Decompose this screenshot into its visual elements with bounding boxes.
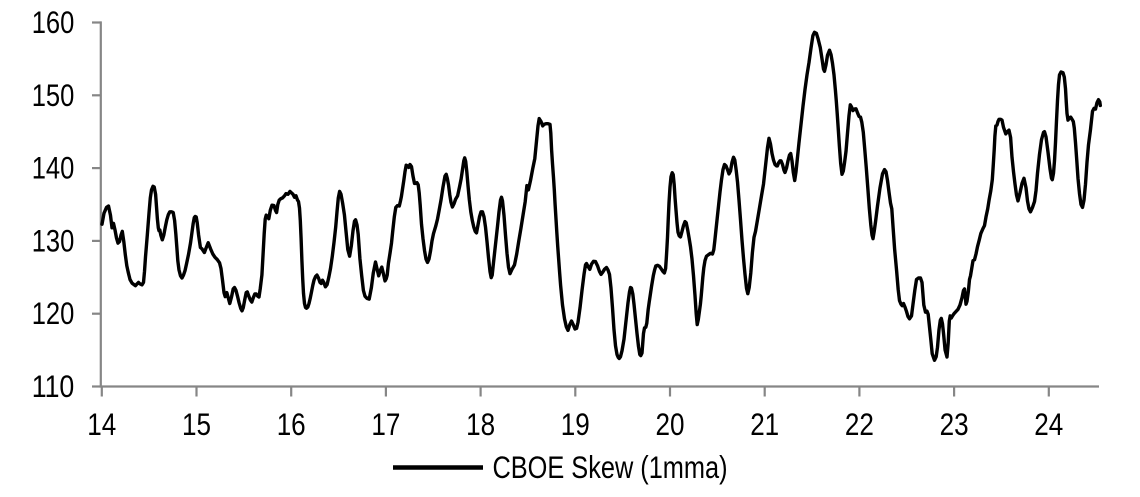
svg-text:17: 17: [371, 406, 400, 442]
svg-text:120: 120: [32, 295, 75, 331]
svg-text:19: 19: [561, 406, 590, 442]
svg-text:140: 140: [32, 150, 75, 186]
svg-text:22: 22: [845, 406, 874, 442]
svg-text:21: 21: [750, 406, 779, 442]
svg-text:23: 23: [940, 406, 969, 442]
svg-text:24: 24: [1034, 406, 1063, 442]
svg-text:15: 15: [182, 406, 211, 442]
svg-text:20: 20: [656, 406, 685, 442]
svg-text:130: 130: [32, 222, 75, 258]
svg-text:150: 150: [32, 77, 75, 113]
svg-text:16: 16: [277, 406, 306, 442]
svg-text:CBOE Skew (1mma): CBOE Skew (1mma): [493, 449, 728, 485]
svg-text:110: 110: [32, 368, 75, 404]
svg-text:18: 18: [466, 406, 495, 442]
svg-text:14: 14: [87, 406, 116, 442]
svg-text:160: 160: [32, 4, 75, 40]
